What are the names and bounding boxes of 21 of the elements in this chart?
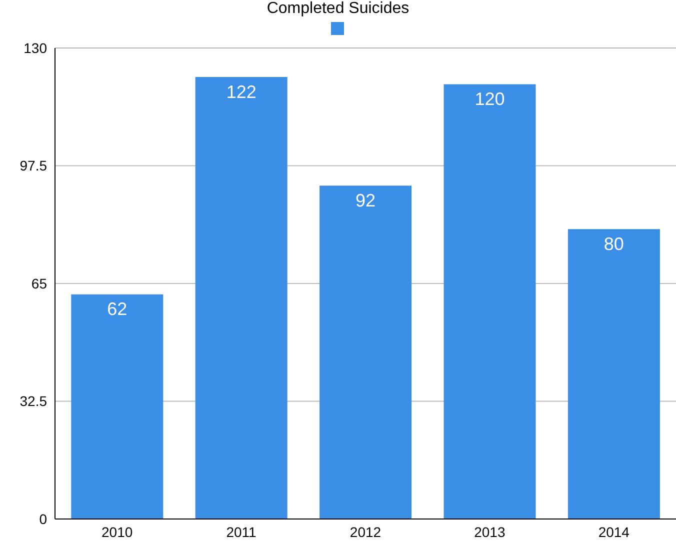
data-label: 62 — [107, 299, 128, 320]
bar — [71, 294, 164, 519]
bar — [568, 229, 660, 519]
y-tick-label: 130 — [24, 40, 48, 56]
x-tick-label: 2011 — [226, 524, 257, 540]
bar — [444, 84, 536, 519]
y-tick-label: 32.5 — [20, 393, 48, 410]
y-tick-label: 97.5 — [20, 158, 48, 174]
bar — [195, 76, 288, 519]
data-label: 80 — [604, 234, 624, 254]
text: Completed Suicides — [266, 0, 410, 18]
x-tick-label: 2014 — [598, 524, 630, 540]
x-tick-label: 2013 — [474, 524, 506, 540]
bar — [320, 186, 412, 519]
x-tick-label: 2010 — [102, 524, 133, 540]
data-label: 92 — [356, 190, 376, 210]
x-tick-label: 2012 — [350, 524, 382, 540]
data-label: 120 — [474, 89, 505, 110]
y-tick-label: 65 — [31, 275, 48, 292]
y-tick-label: 0 — [39, 510, 48, 527]
data-label: 122 — [226, 82, 256, 102]
